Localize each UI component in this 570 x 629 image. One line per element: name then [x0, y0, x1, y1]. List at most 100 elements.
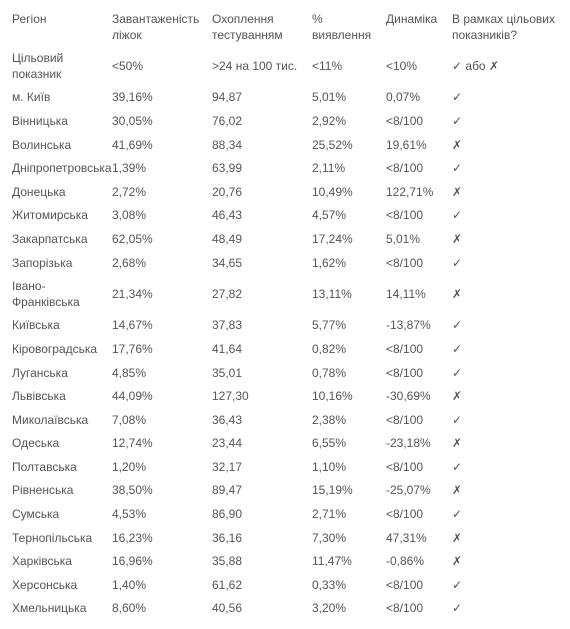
table-row: Сумська4,53%86,902,71%<8/100✓	[8, 503, 568, 527]
cell-target: ✓	[448, 362, 568, 386]
cell-region: Запорізька	[8, 252, 108, 276]
cell-detect: 4,57%	[308, 204, 382, 228]
cell-dynamic: 47,31%	[382, 527, 448, 551]
cell-beds: 4,85%	[108, 362, 208, 386]
cell-dynamic: <8/100	[382, 110, 448, 134]
cell-testing: >24 на 100 тис.	[208, 47, 308, 86]
cell-region: Київська	[8, 314, 108, 338]
cell-region: Волинська	[8, 134, 108, 158]
col-header-dynamic: Динаміка	[382, 8, 448, 47]
cell-beds: 41,69%	[108, 134, 208, 158]
cell-region: Харківська	[8, 550, 108, 574]
cell-region: Одеська	[8, 432, 108, 456]
table-row: Закарпатська62,05%48,4917,24%5,01%✗	[8, 228, 568, 252]
cell-region: Хмельницька	[8, 597, 108, 621]
cell-testing: 34,65	[208, 252, 308, 276]
cell-target: ✓	[448, 574, 568, 598]
cell-beds: 4,53%	[108, 503, 208, 527]
table-row: Полтавська1,20%32,171,10%<8/100✓	[8, 456, 568, 480]
col-header-beds: Завантаженість ліжок	[108, 8, 208, 47]
cell-detect: 1,62%	[308, 252, 382, 276]
cell-target: ✓	[448, 157, 568, 181]
cell-target: ✓	[448, 86, 568, 110]
table-row: Житомирська3,08%46,434,57%<8/100✓	[8, 204, 568, 228]
cell-target: ✗	[448, 134, 568, 158]
cell-region: Тернопільська	[8, 527, 108, 551]
cell-region: Івано-Франківська	[8, 275, 108, 314]
cell-detect: <11%	[308, 47, 382, 86]
cell-target: ✓	[448, 110, 568, 134]
cell-detect: 17,24%	[308, 228, 382, 252]
col-header-region: Регіон	[8, 8, 108, 47]
cell-target: ✗	[448, 550, 568, 574]
table-header-row: Регіон Завантаженість ліжок Охоплення те…	[8, 8, 568, 47]
cell-dynamic: <8/100	[382, 204, 448, 228]
cell-target: ✓	[448, 204, 568, 228]
cell-region: Херсонська	[8, 574, 108, 598]
cell-detect: 0,33%	[308, 574, 382, 598]
cell-dynamic: <8/100	[382, 597, 448, 621]
cell-detect: 5,01%	[308, 86, 382, 110]
cell-testing: 27,82	[208, 275, 308, 314]
cell-dynamic: -23,18%	[382, 432, 448, 456]
cell-testing: 41,64	[208, 338, 308, 362]
cell-target: ✓	[448, 456, 568, 480]
cell-dynamic: 19,61%	[382, 134, 448, 158]
cell-target: ✗	[448, 527, 568, 551]
cell-beds: 30,05%	[108, 110, 208, 134]
cell-testing: 36,43	[208, 409, 308, 433]
cell-detect: 2,38%	[308, 409, 382, 433]
cell-testing: 32,17	[208, 456, 308, 480]
cell-testing: 20,76	[208, 181, 308, 205]
cell-detect: 1,10%	[308, 456, 382, 480]
cell-target: ✓	[448, 409, 568, 433]
cell-testing: 76,02	[208, 110, 308, 134]
cell-beds: 7,08%	[108, 409, 208, 433]
cell-target: ✓	[448, 503, 568, 527]
cell-target: ✓ або ✗	[448, 47, 568, 86]
cell-region: Донецька	[8, 181, 108, 205]
cell-detect: 3,20%	[308, 597, 382, 621]
cell-region: Цільовий показник	[8, 47, 108, 86]
cell-detect: 6,55%	[308, 432, 382, 456]
cell-target: ✓	[448, 338, 568, 362]
table-row: Дніпропетровська1,39%63,992,11%<8/100✓	[8, 157, 568, 181]
cell-testing: 46,43	[208, 204, 308, 228]
col-header-target: В рамках цільових показників?	[448, 8, 568, 47]
table-row: Рівненська38,50%89,4715,19%-25,07%✗	[8, 479, 568, 503]
cell-detect: 15,19%	[308, 479, 382, 503]
table-row: Вінницька30,05%76,022,92%<8/100✓	[8, 110, 568, 134]
cell-dynamic: 5,01%	[382, 228, 448, 252]
cell-target: ✗	[448, 385, 568, 409]
cell-detect: 25,52%	[308, 134, 382, 158]
cell-region: Вінницька	[8, 110, 108, 134]
cell-detect: 0,78%	[308, 362, 382, 386]
cell-dynamic: <8/100	[382, 409, 448, 433]
table-row: Тернопільська16,23%36,167,30%47,31%✗	[8, 527, 568, 551]
cell-testing: 37,83	[208, 314, 308, 338]
cell-testing: 127,30	[208, 385, 308, 409]
cell-testing: 40,56	[208, 597, 308, 621]
cell-dynamic: -30,69%	[382, 385, 448, 409]
cell-region: Дніпропетровська	[8, 157, 108, 181]
cell-target: ✓	[448, 314, 568, 338]
cell-region: Рівненська	[8, 479, 108, 503]
cell-testing: 61,62	[208, 574, 308, 598]
cell-dynamic: <8/100	[382, 157, 448, 181]
cell-region: Миколаївська	[8, 409, 108, 433]
cell-region: Сумська	[8, 503, 108, 527]
cell-region: м. Київ	[8, 86, 108, 110]
table-row: Одеська12,74%23,446,55%-23,18%✗	[8, 432, 568, 456]
cell-beds: 12,74%	[108, 432, 208, 456]
cell-dynamic: <8/100	[382, 338, 448, 362]
cell-testing: 48,49	[208, 228, 308, 252]
cell-testing: 36,16	[208, 527, 308, 551]
cell-testing: 63,99	[208, 157, 308, 181]
cell-target: ✗	[448, 228, 568, 252]
table-row: Львівська44,09%127,3010,16%-30,69%✗	[8, 385, 568, 409]
cell-testing: 89,47	[208, 479, 308, 503]
cell-detect: 10,16%	[308, 385, 382, 409]
cell-detect: 0,82%	[308, 338, 382, 362]
cell-dynamic: 0,07%	[382, 86, 448, 110]
cell-dynamic: -25,07%	[382, 479, 448, 503]
